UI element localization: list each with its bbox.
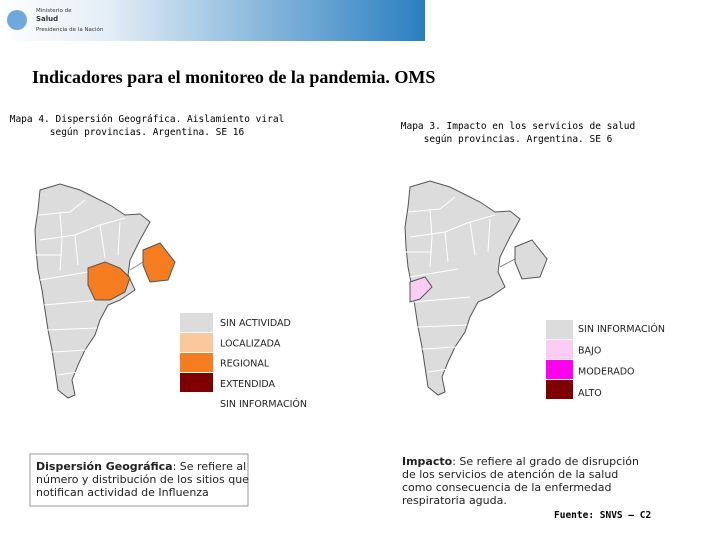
map-caption: según provincias. Argentina. SE 6 — [424, 134, 613, 145]
note-line: de los servicios de atención de la salud — [402, 468, 618, 481]
map-left — [34, 183, 176, 399]
map-right — [404, 180, 548, 396]
logo-text: Salud — [36, 15, 58, 23]
legend-swatch — [546, 320, 573, 339]
map-caption: según provincias. Argentina. SE 16 — [50, 127, 245, 138]
legend-swatch — [180, 313, 213, 332]
legend-label: SIN INFORMACIÓN — [578, 323, 665, 335]
note-text: de los servicios de atención de la salud — [402, 468, 618, 481]
title: Indicadores para el monitoreo de la pand… — [32, 67, 435, 87]
note-text: como consecuencia de la enfermedad — [402, 481, 612, 494]
legend-label: SIN INFORMACIÓN — [220, 398, 307, 410]
note-term: Impacto — [402, 455, 453, 468]
note-term: Dispersión Geográfica — [36, 460, 173, 473]
logo-emblem — [7, 10, 27, 30]
map-caption: Mapa 4. Dispersión Geográfica. Aislamien… — [10, 114, 285, 125]
legend-swatch — [546, 380, 573, 399]
note-line: número y distribución de los sitios que — [36, 473, 249, 486]
note-line: respiratoria aguda. — [402, 494, 507, 507]
note-line: notifican actividad de Influenza — [36, 486, 209, 499]
note-line: como consecuencia de la enfermedad — [402, 481, 612, 494]
legend-label: LOCALIZADA — [220, 338, 281, 349]
legend-label: REGIONAL — [220, 359, 270, 370]
source: Fuente: SNVS – C2 — [554, 510, 651, 521]
legend-swatch — [180, 393, 213, 412]
legend-label: ALTO — [578, 388, 602, 399]
legend-label: EXTENDIDA — [220, 379, 276, 390]
note-line: Impacto: Se refiere al grado de disrupci… — [402, 455, 639, 468]
note-text: número y distribución de los sitios que — [36, 473, 249, 486]
legend-swatch — [546, 340, 573, 359]
note-text: notifican actividad de Influenza — [36, 486, 209, 499]
logo-text: Ministerio de — [36, 8, 72, 14]
note-box — [29, 453, 249, 507]
header-banner — [0, 0, 425, 41]
legend-swatch — [180, 353, 213, 372]
legend-label: MODERADO — [578, 367, 635, 378]
logo-text: Presidencia de la Nación — [36, 26, 104, 33]
legend-label: SIN ACTIVIDAD — [220, 318, 291, 329]
legend-swatch — [546, 360, 573, 379]
legend-swatch — [180, 333, 213, 352]
note-line: Dispersión Geográfica: Se refiere al — [36, 460, 246, 473]
legend-swatch — [180, 373, 213, 392]
note-text: : Se refiere al grado de disrupción — [452, 455, 639, 468]
map-caption: Mapa 3. Impacto en los servicios de salu… — [401, 121, 636, 132]
note-text: : Se refiere al — [173, 460, 247, 473]
legend-label: BAJO — [578, 345, 601, 356]
note-text: respiratoria aguda. — [402, 494, 507, 507]
